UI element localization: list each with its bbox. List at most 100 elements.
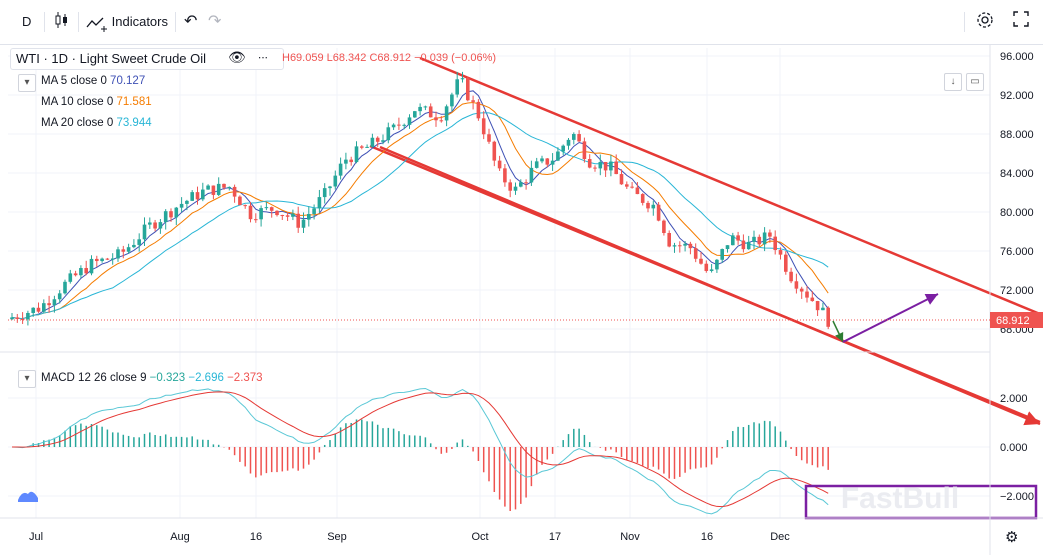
undo-icon[interactable]: ↶ <box>184 13 198 30</box>
tradingview-logo-icon <box>16 486 40 506</box>
candlestick-icon[interactable] <box>54 10 74 34</box>
candle-body <box>216 183 221 195</box>
candle-body <box>100 258 104 262</box>
candle-body <box>206 185 210 190</box>
candle-body <box>466 78 470 101</box>
candle-body <box>630 186 634 188</box>
candle-body <box>365 146 369 148</box>
candle-body <box>381 140 385 142</box>
toolbar-divider <box>175 12 176 32</box>
candle-body <box>211 185 216 195</box>
fullscreen-icon[interactable] <box>1012 10 1030 34</box>
more-icon[interactable]: ∙∙∙ <box>258 50 269 64</box>
candle-body <box>640 194 645 203</box>
price-tick-label: 72.000 <box>1000 285 1034 297</box>
candle-body <box>190 192 194 201</box>
candle-body <box>476 101 481 119</box>
candle-body <box>402 124 406 126</box>
candle-body <box>503 168 507 183</box>
time-tick-label: Nov <box>620 531 640 543</box>
candle-body <box>587 159 592 168</box>
candle-body <box>444 106 449 121</box>
candle-body <box>731 235 735 246</box>
candle-body <box>312 208 316 214</box>
time-tick-label: Dec <box>770 531 790 543</box>
candle-body <box>360 146 364 148</box>
redo-icon[interactable]: ↷ <box>208 13 222 30</box>
candle-body <box>545 158 550 165</box>
legend-collapse-icon[interactable]: ▾ <box>18 74 36 92</box>
settings-gear-icon[interactable] <box>975 10 995 34</box>
candle-body <box>460 78 465 80</box>
candle-body <box>513 186 518 191</box>
green-arrow <box>832 320 844 343</box>
candle-body <box>413 111 417 118</box>
candle-body <box>768 232 772 237</box>
last-price-label: 68.912 <box>996 315 1030 327</box>
last-price-badge <box>990 312 1043 328</box>
axis-settings-icon[interactable]: ⚙ <box>1005 529 1019 546</box>
price-tick-label: 96.000 <box>1000 51 1034 63</box>
eye-icon[interactable]: 👁 <box>228 49 246 65</box>
candle-body <box>625 184 629 187</box>
ma5-legend: MA 5 close 0 70.127 <box>41 75 145 87</box>
ma10-line <box>11 101 829 320</box>
candle-body <box>84 268 88 274</box>
ma20-legend: MA 20 close 0 73.944 <box>41 117 152 129</box>
toolbar-divider <box>964 12 965 32</box>
candle-body <box>195 192 200 200</box>
candle-body <box>110 258 115 260</box>
candle-body <box>370 137 375 147</box>
candle-body <box>471 100 475 102</box>
candle-body <box>95 258 99 262</box>
symbol-legend[interactable] <box>10 48 284 70</box>
candle-body <box>280 215 285 217</box>
candle-body <box>450 94 454 107</box>
candle-body <box>678 245 682 247</box>
candle-body <box>651 204 656 209</box>
maximize-pane-icon[interactable]: ▭ <box>966 73 984 91</box>
candle-body <box>736 235 740 241</box>
candle-body <box>720 249 724 260</box>
candle-body <box>10 317 14 320</box>
candle-body <box>169 211 173 218</box>
candle-body <box>386 127 391 141</box>
candle-body <box>799 288 804 292</box>
candle-body <box>42 303 46 312</box>
price-tick-label: 76.000 <box>1000 246 1034 258</box>
channel-arrow <box>379 145 1041 426</box>
candle-body <box>105 258 110 260</box>
macd-collapse-icon[interactable]: ▾ <box>18 370 36 388</box>
candle-body <box>307 213 311 220</box>
ma10-legend: MA 10 close 0 71.581 <box>41 96 152 108</box>
symbol-interval: 1D <box>51 51 69 66</box>
indicators-button[interactable]: Indicators <box>86 10 168 34</box>
annotations: FastBull <box>379 145 1041 520</box>
chart-canvas[interactable]: FastBull 96.000 92.000 88.000 84.000 80.000 7… <box>0 45 1043 555</box>
candle-body <box>598 161 603 169</box>
candle-body <box>556 151 560 161</box>
scroll-down-icon[interactable]: ↓ <box>944 73 962 91</box>
candle-body <box>222 183 226 188</box>
interval-button[interactable]: D <box>22 14 32 29</box>
candle-body <box>725 245 730 250</box>
candle-body <box>26 312 30 320</box>
candle-body <box>492 141 497 161</box>
candle-body <box>572 134 576 140</box>
candle-body <box>322 188 327 198</box>
candle-body <box>201 189 205 200</box>
candle-body <box>524 182 528 184</box>
candle-body <box>153 222 157 229</box>
candle-body <box>285 215 290 217</box>
ma20-label: MA 20 close 0 <box>41 117 114 129</box>
watermark: FastBull <box>841 482 959 515</box>
candle-body <box>826 307 830 327</box>
price-tick-label: 84.000 <box>1000 168 1034 180</box>
candle-body <box>672 245 677 247</box>
symbol-description: Light Sweet Crude Oil <box>79 51 207 66</box>
candle-body <box>561 145 565 152</box>
macd-label: MACD 12 26 close 9 <box>41 372 147 384</box>
candle-body <box>810 297 815 302</box>
candle-body <box>296 213 300 228</box>
candle-body <box>439 120 444 122</box>
